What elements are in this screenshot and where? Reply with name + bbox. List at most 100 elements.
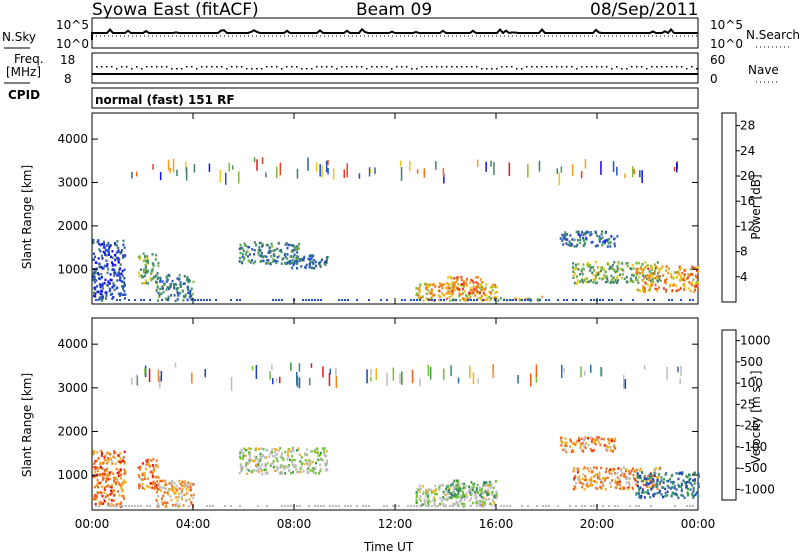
cell-velocity — [284, 472, 287, 475]
cell-velocity — [453, 486, 456, 490]
cell-power — [475, 286, 478, 289]
cell-velocity — [162, 494, 165, 498]
cell-velocity — [583, 487, 586, 491]
cell-velocity — [637, 475, 640, 478]
ground-cell-power — [401, 299, 403, 301]
colorbar-tick-label-power: 28 — [740, 119, 755, 133]
cell-power — [107, 280, 110, 283]
cell-velocity — [461, 492, 464, 495]
cell-velocity — [620, 469, 622, 472]
cell-velocity — [693, 494, 696, 497]
ground-cell-power — [608, 299, 610, 301]
cell-velocity — [683, 481, 686, 484]
cell-velocity — [692, 488, 695, 491]
cell-power — [278, 249, 281, 253]
cell-velocity — [287, 465, 290, 469]
cell-velocity — [680, 485, 683, 488]
cell-power — [680, 278, 683, 282]
cell-power — [644, 261, 647, 264]
cell-power — [671, 289, 674, 292]
cell-velocity — [686, 491, 689, 494]
cell-velocity — [636, 472, 639, 475]
cell-power — [117, 256, 120, 260]
cell-velocity — [105, 493, 108, 497]
cell-velocity — [457, 485, 460, 488]
cell-power — [697, 281, 699, 284]
cell-velocity — [96, 482, 99, 486]
streak-power — [584, 159, 587, 169]
cell-power — [112, 263, 115, 266]
cell-velocity — [692, 479, 694, 482]
cell-power — [101, 243, 103, 246]
nave-point — [546, 66, 548, 68]
cell-power — [175, 287, 178, 290]
cell-power — [241, 255, 244, 259]
cell-power — [99, 243, 102, 247]
cell-velocity — [103, 488, 106, 491]
cell-velocity — [298, 453, 301, 457]
cell-power — [474, 276, 477, 279]
cell-power — [469, 289, 472, 292]
cell-power — [158, 293, 161, 297]
cell-power — [658, 270, 661, 273]
cell-power — [311, 266, 314, 270]
ground-cell-velocity — [179, 505, 181, 507]
streak-velocity — [419, 378, 421, 387]
cell-power — [304, 266, 307, 269]
cell-velocity — [108, 498, 110, 501]
cell-velocity — [242, 451, 245, 455]
cell-power — [293, 245, 296, 249]
cell-velocity — [270, 451, 273, 454]
cell-velocity — [680, 472, 683, 476]
cell-power — [694, 288, 697, 292]
cell-velocity — [577, 478, 580, 481]
ground-cell-velocity — [590, 505, 592, 507]
cell-velocity — [156, 464, 159, 468]
cell-velocity — [454, 503, 457, 506]
cell-velocity — [251, 459, 254, 462]
cell-velocity — [101, 494, 104, 498]
ground-cell-velocity — [158, 505, 160, 507]
nave-point — [166, 66, 168, 68]
nave-point — [621, 68, 623, 70]
cell-power — [581, 278, 583, 281]
cell-velocity — [116, 471, 119, 475]
cell-velocity — [294, 464, 297, 467]
cell-velocity — [657, 476, 660, 479]
cell-velocity — [180, 491, 183, 495]
cell-velocity — [304, 459, 307, 462]
ground-cell-velocity — [449, 505, 451, 507]
cell-velocity — [466, 496, 468, 499]
cell-velocity — [638, 476, 641, 480]
cell-velocity — [445, 490, 448, 493]
nave-point — [561, 66, 563, 68]
cell-velocity — [94, 466, 97, 469]
cell-power — [573, 272, 576, 275]
cell-power — [188, 296, 191, 299]
cell-power — [182, 299, 185, 302]
cell-power — [559, 237, 562, 240]
cell-power — [469, 281, 472, 284]
nsky-tick-top: 10^5 — [56, 18, 89, 32]
ground-cell-power — [482, 299, 484, 301]
cell-velocity — [688, 480, 691, 484]
cell-power — [415, 287, 418, 290]
cell-velocity — [155, 463, 157, 467]
cell-velocity — [110, 470, 113, 474]
cell-power — [427, 285, 430, 288]
cell-velocity — [258, 459, 261, 463]
cell-power — [417, 293, 420, 297]
cell-velocity — [623, 475, 626, 478]
cell-power — [656, 267, 659, 270]
cell-power — [484, 286, 487, 290]
cell-velocity — [605, 447, 608, 451]
cell-velocity — [122, 459, 125, 462]
cell-velocity — [154, 482, 156, 485]
cell-velocity — [609, 446, 612, 449]
cell-power — [679, 276, 682, 280]
cell-power — [593, 269, 596, 272]
cell-power — [271, 245, 274, 248]
cell-velocity — [103, 469, 106, 473]
cell-power — [101, 297, 104, 300]
cell-power — [464, 282, 467, 285]
